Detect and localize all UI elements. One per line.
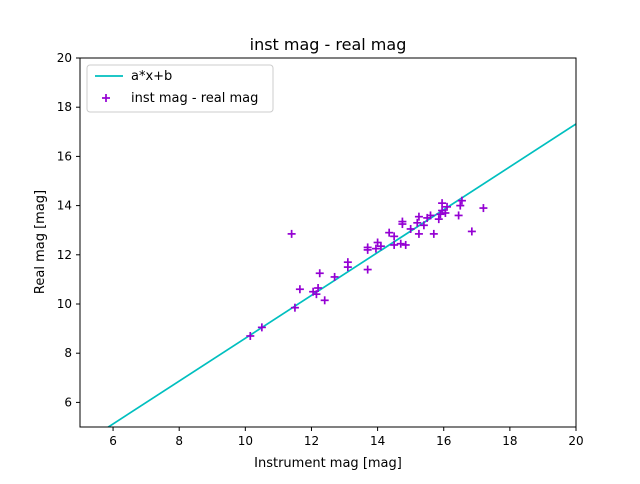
data-point	[312, 290, 321, 299]
data-point	[413, 218, 422, 227]
data-point	[295, 285, 304, 294]
data-point	[376, 242, 385, 251]
data-point	[414, 229, 423, 238]
y-tick-label: 16	[57, 149, 72, 163]
data-point	[371, 244, 380, 253]
data-point	[429, 229, 438, 238]
data-point	[330, 272, 339, 281]
y-tick-label: 20	[57, 51, 72, 65]
x-tick-label: 20	[568, 434, 583, 448]
data-point	[315, 269, 324, 278]
data-point	[290, 303, 299, 312]
data-point	[314, 284, 323, 293]
x-tick-label: 14	[370, 434, 385, 448]
data-point	[434, 215, 443, 224]
data-point	[390, 232, 399, 241]
legend-marker-swatch	[102, 94, 110, 102]
plot-frame	[79, 57, 577, 428]
data-point	[363, 265, 372, 274]
data-point	[390, 240, 399, 249]
x-tick-label: 6	[109, 434, 117, 448]
data-point	[343, 258, 352, 267]
data-point	[443, 202, 452, 211]
data-point	[287, 229, 296, 238]
data-point	[257, 323, 266, 332]
data-point	[457, 196, 466, 205]
data-point	[438, 199, 447, 208]
chart-title: inst mag - real mag	[250, 35, 407, 54]
data-point	[414, 212, 423, 221]
y-tick-label: 10	[57, 297, 72, 311]
y-tick-label: 14	[57, 199, 72, 213]
data-point	[246, 331, 255, 340]
legend-box	[86, 64, 274, 113]
y-tick-label: 12	[57, 248, 72, 262]
x-tick-label: 12	[304, 434, 319, 448]
data-point	[436, 210, 445, 219]
data-point	[406, 224, 415, 233]
data-point	[363, 243, 372, 252]
legend-label-fit: a*x+b	[131, 69, 172, 84]
y-tick-label: 8	[64, 346, 72, 360]
data-point	[398, 217, 407, 226]
data-point	[426, 211, 435, 220]
data-point	[479, 204, 488, 213]
data-point	[467, 227, 476, 236]
data-point	[396, 239, 405, 248]
data-point	[320, 296, 329, 305]
x-tick-label: 10	[238, 434, 253, 448]
y-tick-label: 18	[57, 100, 72, 114]
y-tick-label: 6	[64, 395, 72, 409]
x-axis-label: Instrument mag [mag]	[254, 456, 402, 471]
data-point	[441, 208, 450, 217]
data-point	[419, 221, 428, 230]
legend-label-series: inst mag - real mag	[131, 91, 258, 106]
y-axis-label: Real mag [mag]	[33, 190, 48, 294]
data-point	[454, 211, 463, 220]
fit-line	[106, 123, 576, 427]
x-tick-label: 16	[436, 434, 451, 448]
x-tick-label: 18	[502, 434, 517, 448]
legend: a*x+b inst mag - real mag	[86, 64, 274, 113]
data-point	[385, 228, 394, 237]
data-point	[401, 240, 410, 249]
data-point	[456, 201, 465, 210]
x-tick-label: 8	[175, 434, 183, 448]
